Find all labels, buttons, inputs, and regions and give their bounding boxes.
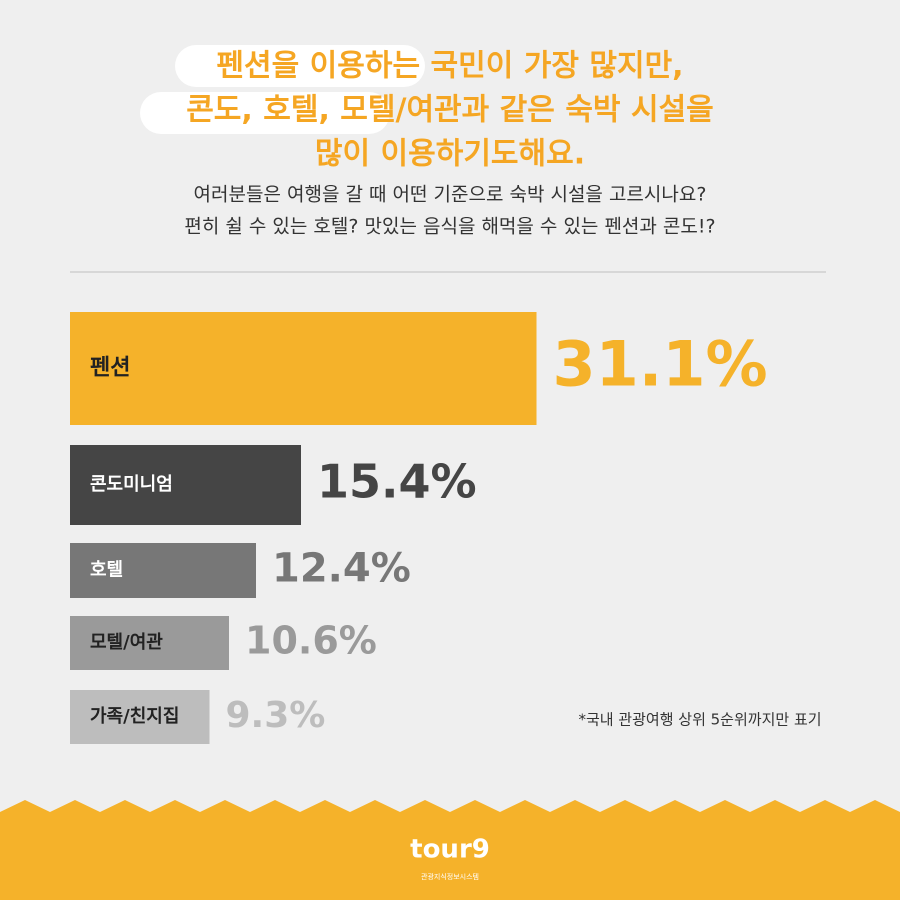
logo: tour9 [410, 835, 490, 865]
value-label: 9.3% [226, 695, 326, 736]
title-line: 콘도, 호텔, 모텔/여관과 같은 숙박 시설을 [186, 93, 714, 128]
bar [70, 445, 301, 525]
value-label: 12.4% [272, 546, 411, 592]
title-highlight [140, 92, 390, 134]
value-label: 31.1% [553, 328, 768, 401]
title-line: 펜션을 이용하는 국민이 가장 많지만, [216, 49, 683, 84]
bar [70, 543, 256, 598]
value-label: 10.6% [245, 619, 377, 663]
category-label: 모텔/여관 [90, 632, 163, 653]
category-label: 호텔 [90, 560, 123, 581]
bar [70, 616, 229, 670]
bar [70, 312, 537, 425]
footnote: *국내 관광여행 상위 5순위까지만 표기 [578, 711, 821, 729]
logo-caption: 관광지식정보시스템 [421, 872, 479, 881]
bar [70, 690, 210, 744]
subtitle-line: 여러분들은 여행을 갈 때 어떤 기준으로 숙박 시설을 고르시나요? [194, 184, 707, 206]
category-label: 가족/친지집 [90, 706, 179, 727]
footer-band [0, 800, 900, 900]
category-label: 콘도미니엄 [90, 474, 173, 495]
subtitle-line: 편히 쉴 수 있는 호텔? 맛있는 음식을 해먹을 수 있는 펜션과 콘도!? [184, 216, 715, 238]
title-line: 많이 이용하기도해요. [315, 137, 585, 172]
title-highlight [175, 45, 425, 87]
value-label: 15.4% [317, 455, 477, 509]
category-label: 펜션 [90, 356, 130, 381]
